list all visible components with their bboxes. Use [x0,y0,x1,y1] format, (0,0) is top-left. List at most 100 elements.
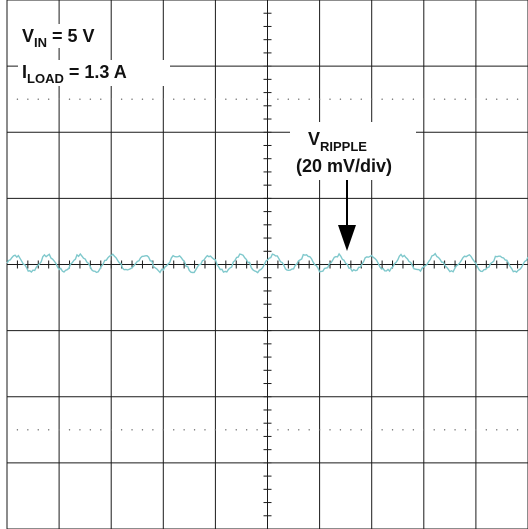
vripple-label: VRIPPLE [308,129,367,154]
grid-dot [131,98,133,100]
grid-dots [16,98,519,431]
grid-dot [360,429,362,431]
iload-label-bg [18,60,170,86]
grid-dot [183,429,185,431]
grid-dot [68,429,71,431]
ripple-trace [6,252,528,274]
grid-dot [350,429,352,431]
grid-dot [141,98,144,100]
grid-dot [308,429,310,431]
grid-dot [423,98,425,100]
grid-dot [256,98,258,100]
grid-dot [27,429,29,431]
grid-dot [183,98,185,100]
grid-dot [318,429,321,431]
iload-label: ILOAD = 1.3 A [22,62,127,86]
vin-label-bg [18,24,86,48]
grid-dot [79,98,81,100]
grid-dot [360,98,362,100]
ripple-arrow-head [338,225,356,251]
grid-dot [475,429,477,431]
grid-dot [141,429,144,431]
grid-dot [287,429,290,431]
vripple-scale-label: (20 mV/div) [296,156,392,176]
grid-dot [443,429,446,431]
grid-dot [402,98,404,100]
grid-dot [37,429,39,431]
grid-dot [193,429,196,431]
grid-dot [152,98,154,100]
grid-dot [496,429,498,431]
grid-dot [339,98,342,100]
grid-dot [475,98,477,100]
grid-dot [47,98,50,100]
grid-dot [235,429,237,431]
grid-dot [245,98,248,100]
grid-dot [423,429,425,431]
grid-dot [443,98,446,100]
grid-dot [391,98,394,100]
grid-dot [89,429,92,431]
grid-dot [225,429,227,431]
grid-dot [506,98,508,100]
grid-dot [308,98,310,100]
grid-dot [485,98,488,100]
grid-dot [47,429,50,431]
grid-dot [298,429,300,431]
grid-dot [214,429,217,431]
grid-dot [110,429,112,431]
grid-dot [100,429,102,431]
grid-dot [485,429,488,431]
grid-dot [225,98,227,100]
grid-dot [110,98,112,100]
grid-dot [245,429,248,431]
grid-dot [214,98,217,100]
grid-dot [37,98,39,100]
vripple-label-bg [290,122,416,180]
grid-dot [339,429,342,431]
vin-label: VIN = 5 V [22,26,95,50]
grid-dot [173,429,175,431]
grid-dot [235,98,237,100]
grid-dot [131,429,133,431]
grid-dot [298,98,300,100]
grid-dot [58,429,60,431]
grid-dot [391,429,394,431]
grid-dot [433,429,435,431]
grid-dot [318,98,321,100]
grid-dot [89,98,92,100]
grid-dot [204,429,206,431]
grid-dot [277,98,279,100]
grid-dot [277,429,279,431]
grid-dot [350,98,352,100]
grid-dot [516,98,519,100]
grid-dot [412,98,415,100]
grid-dot [162,429,164,431]
grid-dot [68,98,71,100]
grid-dot [79,429,81,431]
grid-dot [412,429,415,431]
grid-dot [16,429,19,431]
grid-dot [256,429,258,431]
grid-dot [454,98,456,100]
grid-dot [329,429,331,431]
grid-dot [152,429,154,431]
grid-dot [506,429,508,431]
grid-dot [381,98,383,100]
grid-dot [516,429,519,431]
grid-dot [162,98,164,100]
grid-dot [371,98,373,100]
grid-dot [371,429,373,431]
grid-dot [120,98,123,100]
grid-dot [433,98,435,100]
grid-dot [100,98,102,100]
grid-dot [204,98,206,100]
grid-dot [464,429,467,431]
grid-dot [464,98,467,100]
grid-dot [120,429,123,431]
grid-dot [173,98,175,100]
grid-dot [27,98,29,100]
grid-dot [329,98,331,100]
grid-dot [402,429,404,431]
